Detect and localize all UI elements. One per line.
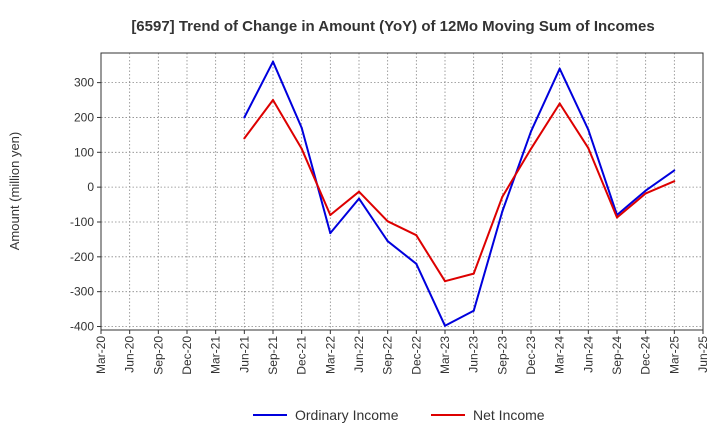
x-tick-label: Jun-20 bbox=[123, 336, 137, 373]
data-point-net-income bbox=[472, 272, 475, 275]
data-point-net-income bbox=[358, 190, 360, 193]
x-tick-label: Mar-21 bbox=[209, 336, 223, 374]
x-tick-label: Dec-21 bbox=[295, 336, 309, 375]
x-tick-label: Mar-20 bbox=[94, 336, 108, 374]
data-point-net-income bbox=[530, 147, 532, 150]
data-point-ordinary-income bbox=[587, 128, 590, 131]
x-tick-label: Dec-22 bbox=[409, 336, 423, 375]
data-point-ordinary-income bbox=[530, 130, 532, 133]
y-tick-label: 300 bbox=[74, 76, 94, 90]
data-point-ordinary-income bbox=[472, 309, 475, 312]
x-tick-label: Jun-24 bbox=[581, 336, 595, 373]
x-tick-label: Dec-24 bbox=[639, 336, 653, 375]
x-tick-label: Mar-22 bbox=[323, 336, 337, 374]
data-point-net-income bbox=[673, 180, 676, 183]
grid-layer bbox=[100, 53, 704, 330]
data-point-ordinary-income bbox=[501, 210, 504, 213]
y-axis-label: Amount (million yen) bbox=[7, 132, 22, 251]
data-point-ordinary-income bbox=[415, 262, 418, 265]
series-line-ordinary-income bbox=[243, 60, 675, 327]
data-point-ordinary-income bbox=[272, 60, 274, 63]
series-line-net-income bbox=[243, 99, 675, 283]
x-tick-label: Jun-25 bbox=[696, 336, 710, 373]
data-point-ordinary-income bbox=[644, 189, 647, 192]
x-tick-label: Sep-23 bbox=[495, 336, 509, 375]
data-point-net-income bbox=[300, 147, 303, 150]
data-point-net-income bbox=[329, 214, 332, 216]
y-tick-label: 200 bbox=[74, 110, 94, 124]
series-layer bbox=[243, 60, 676, 327]
x-tick-label: Mar-23 bbox=[438, 336, 452, 374]
data-point-net-income bbox=[587, 147, 590, 150]
legend-label: Ordinary Income bbox=[295, 407, 399, 423]
x-tick-label: Dec-23 bbox=[524, 336, 538, 375]
y-tick-label: -200 bbox=[70, 250, 94, 264]
x-tick-label: Jun-22 bbox=[352, 336, 366, 373]
x-tick-label: Sep-24 bbox=[610, 336, 624, 375]
data-point-ordinary-income bbox=[673, 169, 676, 172]
plot-frame bbox=[100, 52, 704, 331]
data-point-ordinary-income bbox=[386, 240, 389, 243]
data-point-ordinary-income bbox=[329, 232, 332, 235]
data-point-net-income bbox=[444, 280, 446, 283]
x-tick-label: Jun-21 bbox=[237, 336, 251, 373]
x-tick-label: Mar-24 bbox=[553, 336, 567, 374]
x-tick-label: Dec-20 bbox=[180, 336, 194, 375]
data-point-net-income bbox=[243, 137, 246, 140]
y-tick-label: 0 bbox=[87, 180, 94, 194]
x-tick-label: Sep-20 bbox=[151, 336, 165, 375]
data-point-net-income bbox=[616, 216, 618, 219]
data-point-net-income bbox=[501, 195, 504, 198]
y-tick-label: -100 bbox=[70, 215, 94, 229]
x-tick-label: Sep-21 bbox=[266, 336, 280, 375]
chart-title: [6597] Trend of Change in Amount (YoY) o… bbox=[131, 18, 654, 35]
data-point-ordinary-income bbox=[243, 116, 246, 119]
axis-layer: -400 -300 -200 -100 0 100 200 300 Mar-20 Jun-20 Se… bbox=[70, 52, 710, 375]
data-point-net-income bbox=[415, 234, 418, 237]
data-point-net-income bbox=[386, 220, 389, 223]
legend-label: Net Income bbox=[473, 407, 545, 423]
legend: Ordinary Income Net Income bbox=[253, 407, 545, 423]
data-point-net-income bbox=[644, 192, 647, 195]
y-tick-label: 100 bbox=[74, 145, 94, 159]
data-point-net-income bbox=[558, 102, 561, 105]
data-point-ordinary-income bbox=[444, 324, 446, 327]
y-tick-label: -300 bbox=[70, 285, 94, 299]
data-point-ordinary-income bbox=[558, 67, 561, 70]
x-tick-label: Mar-25 bbox=[667, 336, 681, 374]
data-point-ordinary-income bbox=[358, 197, 360, 200]
data-point-net-income bbox=[272, 99, 274, 101]
x-tick-label: Jun-23 bbox=[467, 336, 481, 373]
x-tick-label: Sep-22 bbox=[381, 336, 395, 375]
data-point-ordinary-income bbox=[300, 126, 303, 129]
y-tick-label: -400 bbox=[70, 320, 94, 334]
